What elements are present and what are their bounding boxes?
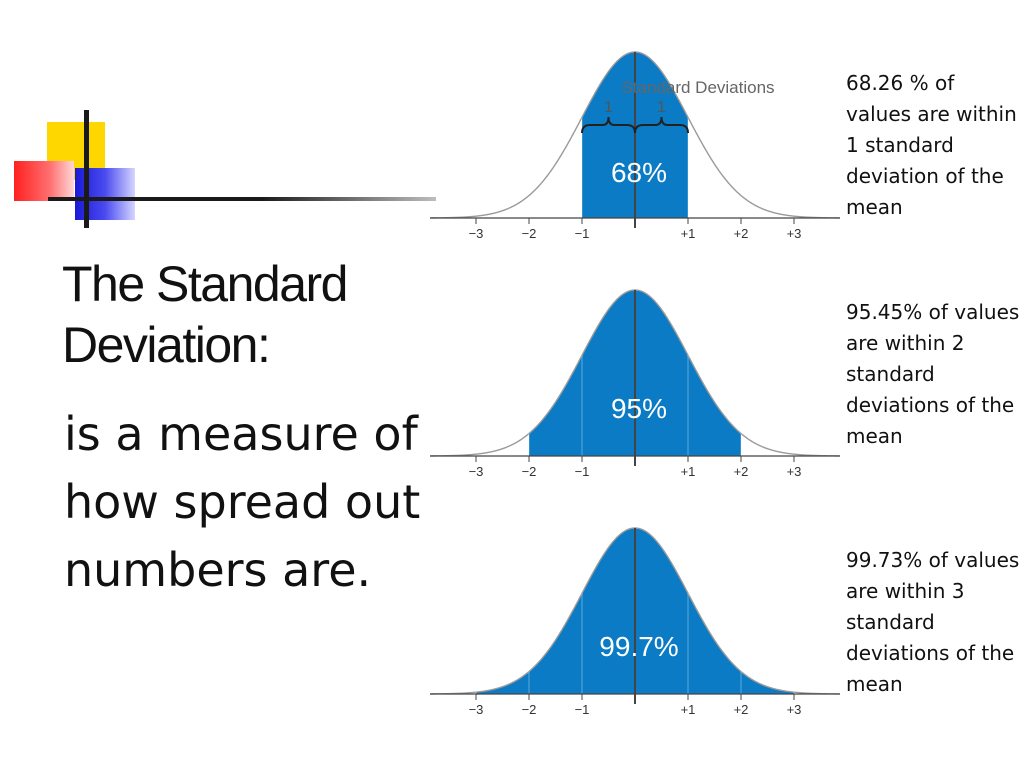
x-tick-label: +3 <box>787 464 802 479</box>
brace-label: 1 <box>657 99 666 116</box>
annotation-header: Standard Deviations <box>621 78 774 97</box>
x-tick-label: +3 <box>787 226 802 241</box>
normal-curve-chart: −3 −2 −1 +1 +2 +3 68% Standard Deviations 1 1 <box>430 51 840 241</box>
x-tick-label: +2 <box>734 226 749 241</box>
x-tick-label: +1 <box>681 702 696 717</box>
decorative-red-square <box>14 161 74 201</box>
x-tick-label: −1 <box>575 464 590 479</box>
slide-body-text: is a measure of how spread out numbers a… <box>64 407 421 597</box>
x-tick-label: +2 <box>734 464 749 479</box>
percent-label: 68% <box>611 157 667 188</box>
note-2sd: 95.45% of values are within 2 standard d… <box>846 300 1020 448</box>
x-tick-label: −3 <box>469 464 484 479</box>
note-3sd: 99.73% of values are within 3 standard d… <box>846 548 1020 696</box>
x-tick-label: +3 <box>787 702 802 717</box>
brace <box>634 116 689 134</box>
x-tick-label: +1 <box>681 226 696 241</box>
brace-label: 1 <box>604 99 613 116</box>
note-1sd: 68.26 % of values are within 1 standard … <box>846 71 1017 219</box>
x-tick-label: −2 <box>522 702 537 717</box>
percent-label: 95% <box>611 393 667 424</box>
decorative-horizontal-line <box>48 197 436 201</box>
normal-curve-panel-1sd: −3 −2 −1 +1 +2 +3 68% Standard Deviations 1 1 <box>430 30 840 260</box>
decorative-vertical-line <box>84 110 89 228</box>
slide-title: The Standard Deviation: <box>62 256 348 373</box>
normal-curve-chart: −3 −2 −1 +1 +2 +3 95% <box>430 289 840 479</box>
x-tick-label: −3 <box>469 226 484 241</box>
x-tick-label: −1 <box>575 226 590 241</box>
x-tick-label: +1 <box>681 464 696 479</box>
x-tick-label: −2 <box>522 464 537 479</box>
brace <box>581 116 636 134</box>
normal-curve-panel-3sd: −3 −2 −1 +1 +2 +3 99.7% <box>430 506 840 736</box>
x-tick-label: −3 <box>469 702 484 717</box>
percent-label: 99.7% <box>599 631 678 662</box>
x-tick-label: −2 <box>522 226 537 241</box>
x-tick-label: −1 <box>575 702 590 717</box>
normal-curve-panel-2sd: −3 −2 −1 +1 +2 +3 95% <box>430 268 840 498</box>
x-tick-label: +2 <box>734 702 749 717</box>
normal-curve-chart: −3 −2 −1 +1 +2 +3 99.7% <box>430 527 840 717</box>
